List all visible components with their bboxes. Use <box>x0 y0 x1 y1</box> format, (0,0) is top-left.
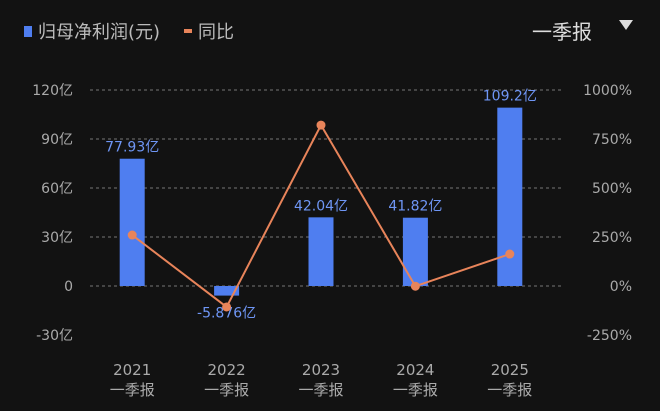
yoy-point <box>505 249 515 259</box>
yoy-point <box>316 120 326 130</box>
x-tick-period: 一季报 <box>298 381 343 399</box>
yoy-point <box>127 230 137 240</box>
bar <box>308 217 334 286</box>
y-left-tick: 120亿 <box>32 83 73 99</box>
y-left-tick: 60亿 <box>41 181 73 197</box>
bar-value-label: 42.04亿 <box>294 198 348 214</box>
bar <box>214 286 240 296</box>
bar <box>497 107 523 286</box>
y-right-tick: 250% <box>592 230 632 246</box>
x-tick-year: 2024 <box>396 361 434 379</box>
line-legend-label: 同比 <box>198 22 235 43</box>
yoy-point <box>222 302 232 312</box>
x-tick-period: 一季报 <box>110 381 155 399</box>
x-tick-year: 2022 <box>208 361 246 379</box>
y-left-tick: -30亿 <box>36 328 73 344</box>
y-left-tick: 90亿 <box>41 132 73 148</box>
bar <box>119 158 145 286</box>
y-right-tick: 750% <box>592 132 632 148</box>
x-tick-period: 一季报 <box>204 381 249 399</box>
bar-value-label: 109.2亿 <box>483 89 537 105</box>
x-tick-year: 2023 <box>302 361 340 379</box>
bar-value-label: 41.82亿 <box>388 199 442 215</box>
x-tick-period: 一季报 <box>487 381 532 399</box>
bar-legend-label: 归母净利润(元) <box>38 22 161 43</box>
bar-value-label: 77.93亿 <box>105 140 159 156</box>
x-tick-period: 一季报 <box>393 381 438 399</box>
bar <box>402 217 428 286</box>
bar-value-label: -5.876亿 <box>197 306 256 322</box>
bar-legend-swatch <box>24 25 32 37</box>
y-left-tick: 0 <box>64 279 73 295</box>
y-right-tick: 500% <box>592 181 632 197</box>
legend: 归母净利润(元) 同比 <box>24 18 234 44</box>
x-tick-year: 2021 <box>113 361 151 379</box>
y-right-tick: 0% <box>610 279 632 295</box>
y-right-tick: 1000% <box>583 83 632 99</box>
chevron-down-icon[interactable] <box>619 20 633 30</box>
y-right-tick: -250% <box>587 328 632 344</box>
y-left-tick: 30亿 <box>41 230 73 246</box>
yoy-point <box>410 281 420 291</box>
x-tick-year: 2025 <box>491 361 529 379</box>
period-dropdown[interactable]: 一季报 <box>532 20 592 44</box>
line-legend-swatch <box>184 29 193 33</box>
